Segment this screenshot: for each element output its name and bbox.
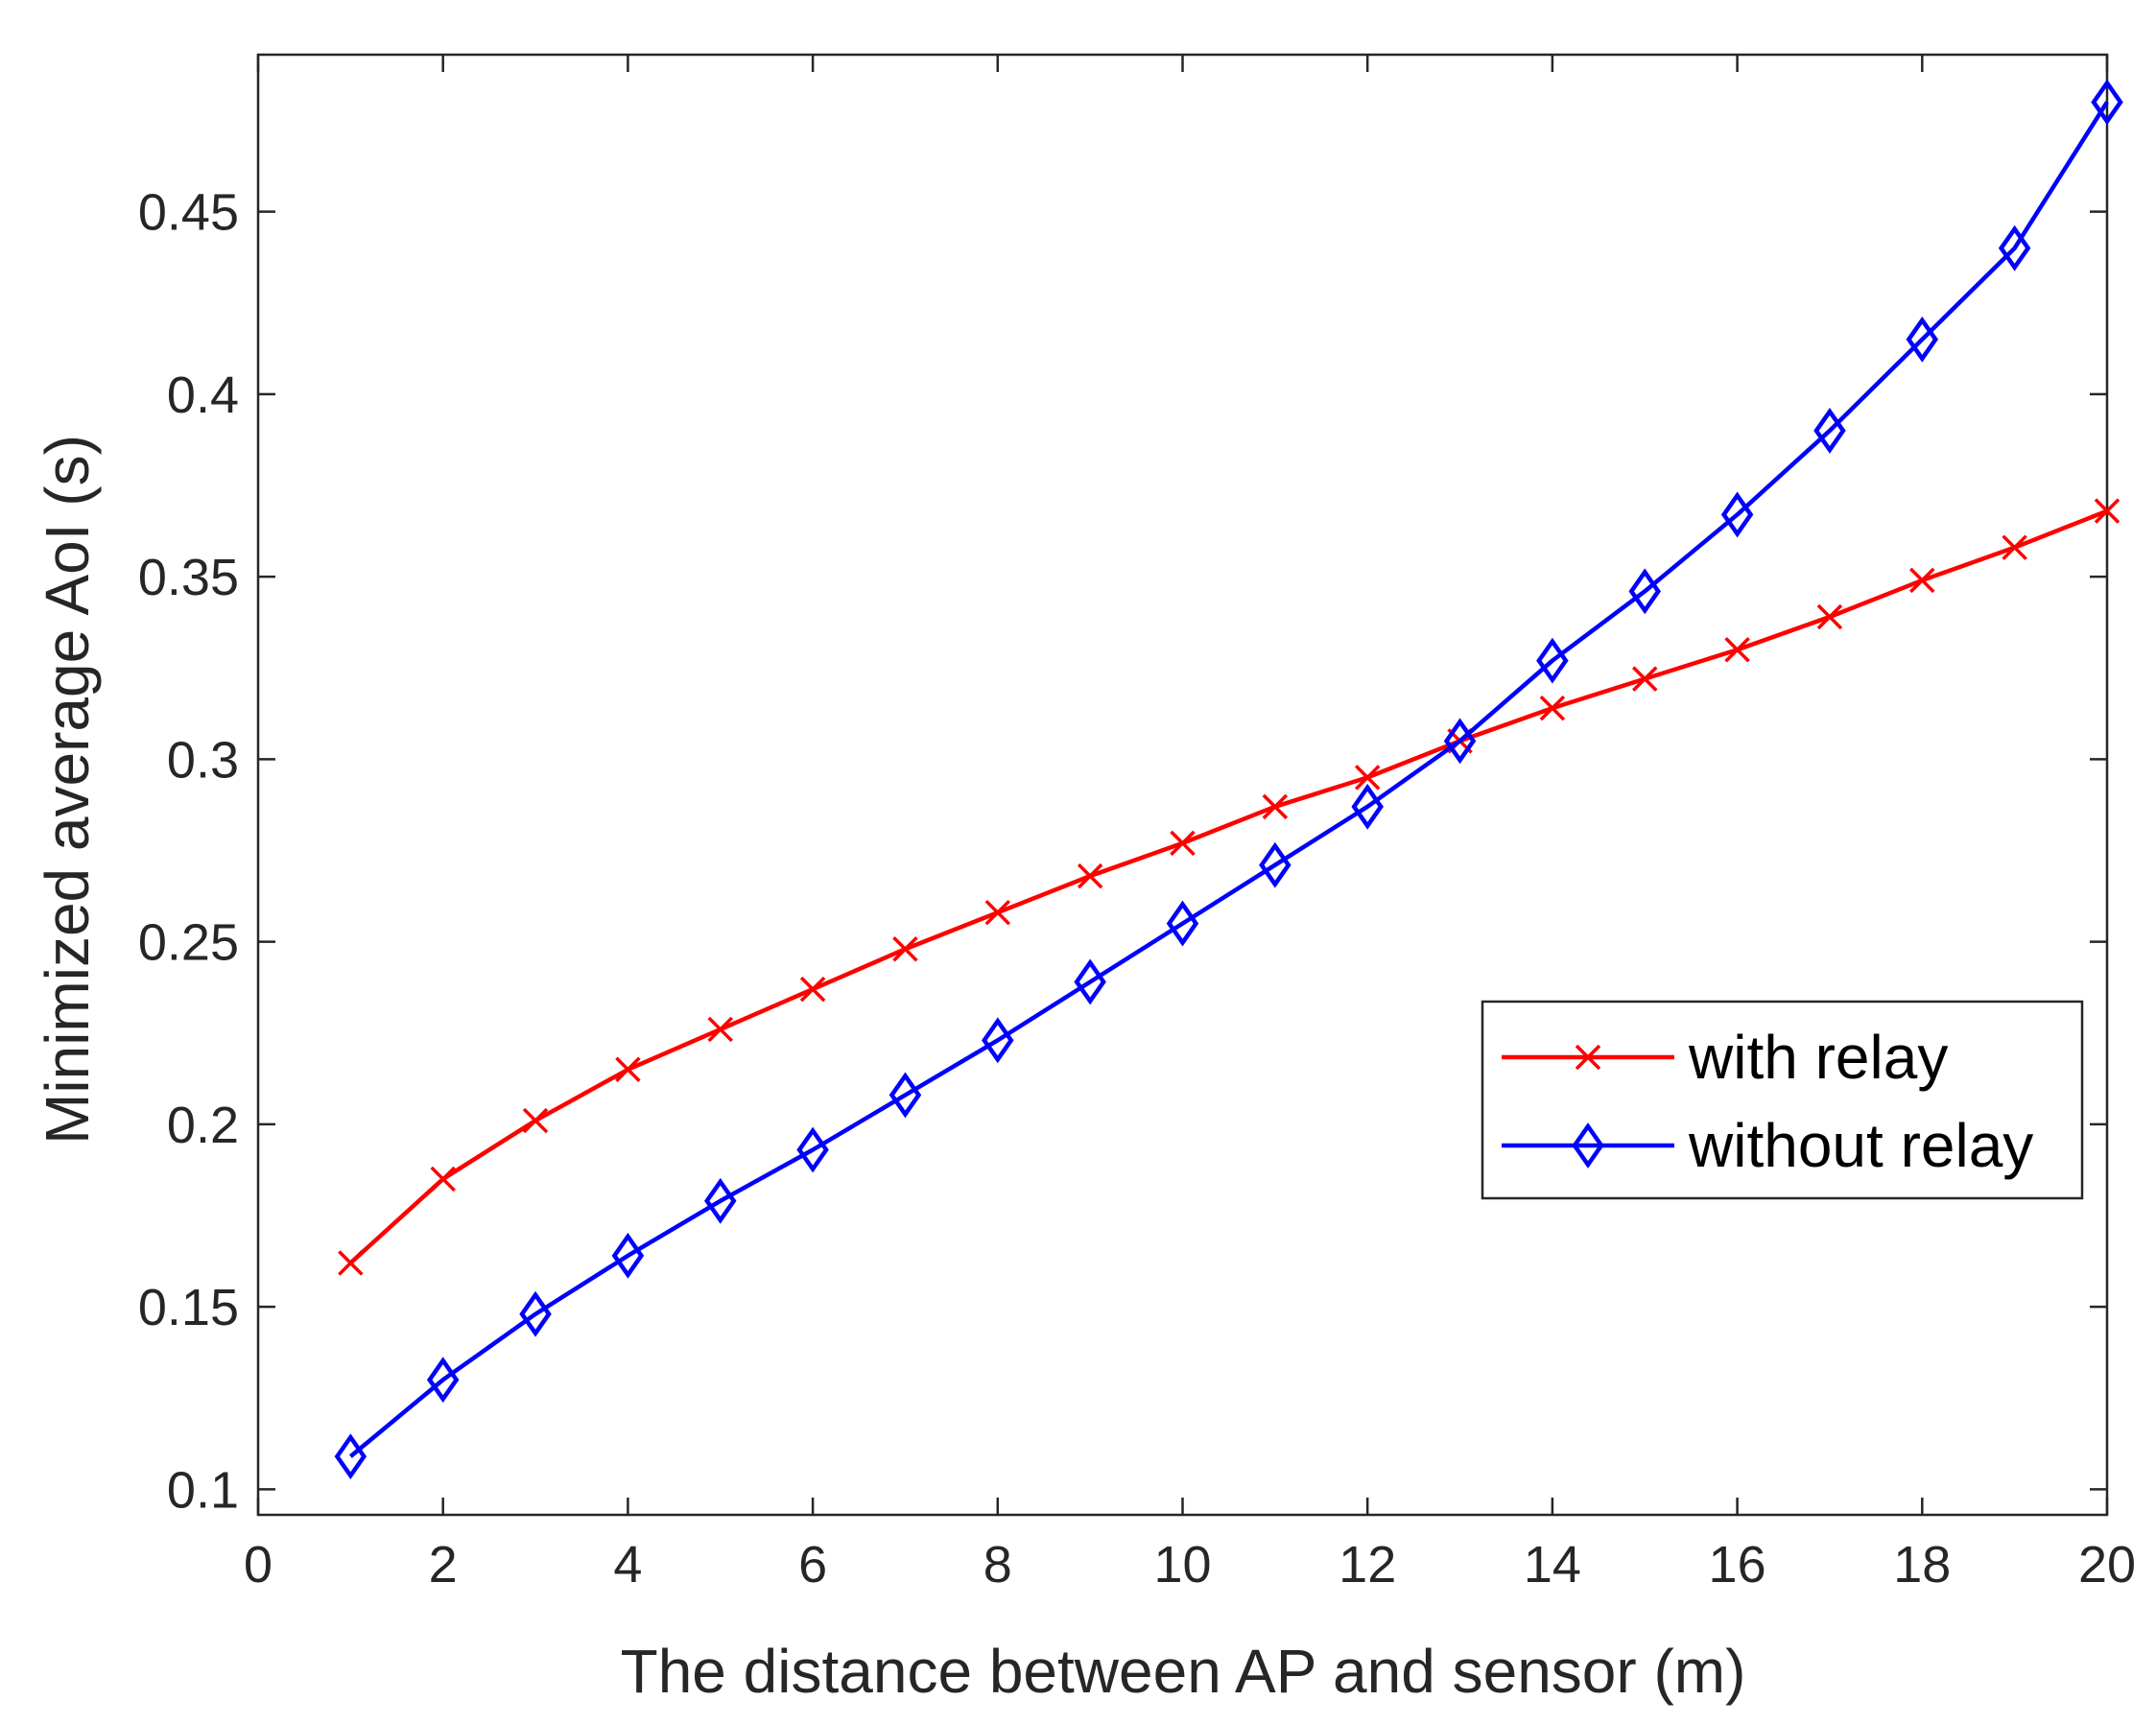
x-tick-label: 16	[1709, 1536, 1766, 1594]
data-point-with-relay-stroke	[892, 935, 918, 962]
legend-label-without-relay: without relay	[1688, 1111, 2033, 1180]
data-point-with-relay	[522, 1107, 549, 1134]
y-tick-label: 0.1	[167, 1461, 239, 1519]
legend-label-with-relay: with relay	[1688, 1023, 1948, 1092]
y-axis-label: Minimized average AoI (s)	[33, 435, 102, 1145]
data-point-with-relay-stroke	[984, 899, 1011, 926]
data-point-with-relay	[2002, 534, 2027, 560]
y-tick-label: 0.3	[167, 731, 239, 789]
data-point-with-relay-stroke	[430, 1166, 456, 1193]
data-point-without-relay	[1351, 783, 1384, 830]
data-point-without-relay	[2091, 79, 2123, 126]
data-point-with-relay-stroke	[1816, 603, 1843, 630]
data-point-without-relay	[1259, 841, 1291, 888]
series-line-with-relay	[348, 508, 2108, 1265]
legend-marker-with-relay-stroke	[1575, 1044, 1601, 1071]
data-point-with-relay	[1539, 695, 1566, 721]
data-point-with-relay	[338, 1250, 364, 1276]
legend-box	[1481, 1000, 2084, 1200]
x-tick-label: 6	[798, 1536, 827, 1594]
x-tick-label: 0	[244, 1536, 272, 1594]
y-tick-label: 0.2	[167, 1097, 239, 1154]
x-tick-label: 10	[1153, 1536, 1211, 1594]
data-point-without-relay	[1998, 224, 2031, 272]
data-point-without-relay	[1628, 568, 1661, 615]
data-point-without-relay	[1720, 491, 1754, 538]
data-point-without-relay	[704, 1177, 737, 1224]
data-point-with-relay-stroke	[1909, 567, 1935, 594]
plot-area	[256, 53, 2109, 1517]
data-point-with-relay-stroke	[2002, 534, 2027, 560]
data-point-without-relay	[519, 1290, 552, 1337]
data-point-without-relay	[1813, 407, 1846, 454]
data-point-with-relay-stroke	[1724, 636, 1750, 663]
data-point-with-relay	[1724, 636, 1750, 663]
data-point-without-relay	[1443, 718, 1477, 765]
data-point-with-relay	[892, 935, 918, 962]
series-layer	[334, 79, 2123, 1480]
data-point-with-relay	[1632, 666, 1658, 692]
data-point-with-relay	[984, 899, 1011, 926]
data-point-with-relay	[1354, 765, 1381, 791]
data-point-with-relay-stroke	[1632, 666, 1658, 692]
x-tick-label: 4	[613, 1536, 642, 1594]
x-tick-label: 8	[983, 1536, 1012, 1594]
axes: 0 2 4 6 8 10 12 14 16 18 20 0.1 0.15 0.2 0.25 0.3 0.35 0.…	[138, 55, 2136, 1594]
data-point-with-relay	[1909, 567, 1935, 594]
data-point-without-relay	[888, 1072, 922, 1119]
data-point-with-relay	[2094, 498, 2120, 524]
y-tick-label: 0.15	[138, 1279, 239, 1336]
data-point-with-relay-stroke	[522, 1107, 549, 1134]
data-point-with-relay-stroke	[615, 1056, 641, 1083]
data-point-without-relay	[1074, 958, 1106, 1005]
data-point-with-relay	[1077, 862, 1103, 889]
x-tick-label: 18	[1893, 1536, 1951, 1594]
data-point-with-relay	[1816, 603, 1843, 630]
y-tick-label: 0.35	[138, 549, 239, 606]
data-point-with-relay-stroke	[1262, 793, 1289, 820]
x-axis-label: The distance between AP and sensor (m)	[621, 1637, 1746, 1706]
data-point-with-relay-stroke	[2094, 498, 2120, 524]
data-point-with-relay	[799, 976, 826, 1003]
data-point-without-relay	[1536, 637, 1569, 684]
data-point-with-relay-stroke	[1539, 695, 1566, 721]
x-tick-label: 20	[2078, 1536, 2136, 1594]
data-point-with-relay-stroke	[1077, 862, 1103, 889]
data-point-without-relay	[982, 1017, 1014, 1064]
data-point-with-relay	[707, 1016, 733, 1043]
data-point-with-relay-stroke	[1170, 830, 1196, 857]
y-tick-label: 0.4	[167, 366, 239, 424]
x-tick-label: 14	[1524, 1536, 1581, 1594]
data-point-without-relay	[334, 1433, 367, 1480]
series-line-without-relay	[348, 101, 2109, 1458]
x-tick-label: 2	[429, 1536, 458, 1594]
x-tick-label: 12	[1339, 1536, 1396, 1594]
y-tick-label: 0.45	[138, 184, 239, 242]
legend-marker-with-relay	[1575, 1044, 1601, 1071]
data-point-with-relay	[1262, 793, 1289, 820]
data-point-with-relay	[430, 1166, 456, 1193]
data-point-without-relay	[1166, 900, 1199, 947]
data-point-with-relay-stroke	[799, 976, 826, 1003]
legend-marker-without-relay	[1572, 1122, 1604, 1169]
data-point-without-relay	[611, 1232, 645, 1279]
data-point-with-relay	[615, 1056, 641, 1083]
legend: with relay without relay	[1481, 1000, 2084, 1200]
data-point-without-relay	[426, 1357, 460, 1404]
data-point-with-relay-stroke	[1354, 765, 1381, 791]
data-point-without-relay	[1906, 316, 1939, 363]
data-point-with-relay-stroke	[338, 1250, 364, 1276]
data-point-with-relay-stroke	[707, 1016, 733, 1043]
data-point-with-relay	[1170, 830, 1196, 857]
axes-box	[256, 53, 2109, 1517]
y-tick-label: 0.25	[138, 914, 239, 972]
data-point-without-relay	[796, 1126, 829, 1173]
